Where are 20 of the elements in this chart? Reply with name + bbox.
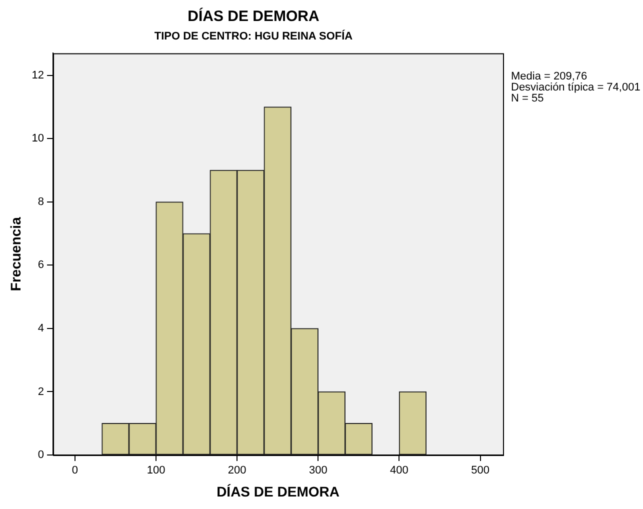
x-tick-label: 0 [72,464,78,477]
x-tick-label: 100 [146,464,166,477]
y-tick-label: 2 [38,386,44,398]
x-tick-label: 500 [471,464,490,477]
text: Desviación típica = 74,001 [511,82,640,94]
x-tick-label: 300 [308,464,328,477]
chart-subtitle: TIPO DE CENTRO: HGU REINA SOFÍA [154,30,353,43]
y-axis-title: Frecuencia [7,216,24,292]
y-tick-label: 6 [38,259,44,272]
x-tick-label: 200 [228,464,246,477]
text: Media = 209,76 [511,70,588,83]
x-axis-title: DÍAS DE DEMORA [216,483,340,500]
y-tick-label: 10 [32,132,44,145]
x-tick-label: 400 [390,464,408,477]
y-tick-label: 4 [38,322,44,334]
y-tick-label: 8 [38,196,44,208]
y-tick-label: 12 [32,69,44,82]
chart-title: DÍAS DE DEMORA [188,7,320,26]
y-tick-label: 0 [38,449,44,462]
text: N = 55 [511,92,544,105]
